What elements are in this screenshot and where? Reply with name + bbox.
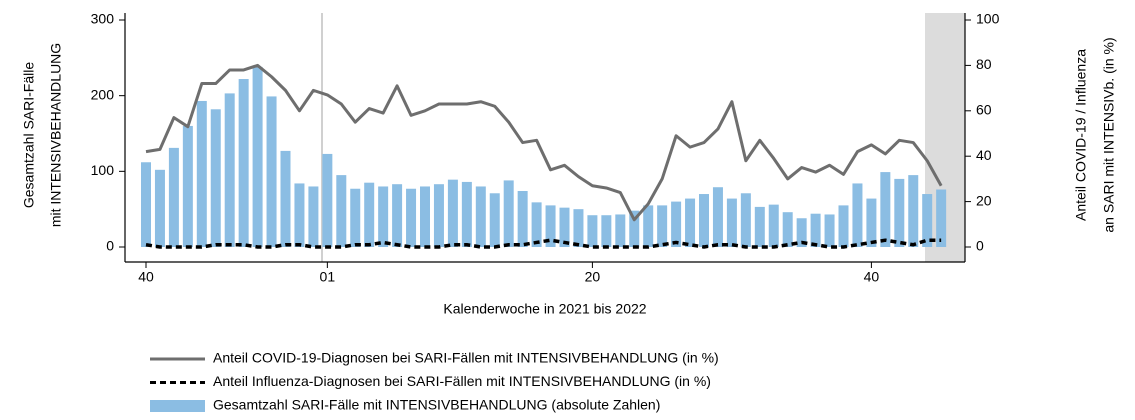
bar: [796, 218, 807, 247]
bar: [810, 213, 821, 247]
x-tick-label: 40: [138, 269, 154, 285]
bar: [880, 172, 891, 247]
bar: [657, 205, 668, 247]
y-tick-label: 100: [91, 162, 115, 178]
bar: [615, 214, 626, 247]
bar: [280, 150, 291, 247]
legend-swatch: [150, 400, 205, 412]
y2-tick-label: 20: [976, 192, 992, 208]
legend-label: Anteil COVID-19-Diagnosen bei SARI-Fälle…: [213, 350, 719, 366]
bar: [545, 205, 556, 247]
bar: [182, 125, 193, 247]
bar: [336, 175, 347, 247]
y-tick-label: 0: [106, 238, 114, 254]
bar: [866, 198, 877, 247]
bar: [712, 187, 723, 247]
x-tick-label: 01: [320, 269, 336, 285]
bar: [266, 96, 277, 247]
bar: [782, 212, 793, 247]
line-series: [145, 63, 943, 222]
bar: [531, 202, 542, 247]
bar: [224, 93, 235, 247]
bar: [168, 147, 179, 247]
y2-tick-label: 60: [976, 102, 992, 118]
y-axis-label: mit INTENSIVBEHANDLUNG: [48, 43, 64, 227]
y2-tick-label: 40: [976, 147, 992, 163]
bar: [838, 205, 849, 247]
y2-tick-label: 100: [976, 11, 1000, 27]
bar: [908, 175, 919, 247]
y-axis-label: Gesamtzahl SARI-Fälle: [21, 62, 37, 208]
bar: [573, 209, 584, 247]
y2-axis-label: an SARI mit INTENSIVb. (in %): [1101, 37, 1117, 232]
bar: [196, 100, 207, 247]
bar: [894, 178, 905, 247]
bar: [364, 182, 375, 247]
bar: [489, 193, 500, 247]
bar: [308, 186, 319, 247]
bar: [517, 191, 528, 247]
bar: [433, 184, 444, 247]
bar: [503, 180, 514, 247]
bar: [587, 215, 598, 247]
bar: [852, 183, 863, 247]
bar: [420, 186, 430, 247]
bar: [378, 186, 389, 247]
bar: [252, 66, 263, 247]
bar: [685, 198, 696, 247]
y-tick-label: 200: [91, 86, 115, 102]
bar: [447, 179, 458, 247]
bar: [322, 153, 333, 247]
bar: [294, 183, 305, 247]
legend-label: Gesamtzahl SARI-Fälle mit INTENSIVBEHAND…: [213, 397, 660, 413]
x-axis-label: Kalenderwoche in 2021 bis 2022: [443, 301, 646, 317]
bar: [461, 181, 472, 247]
bar: [154, 169, 165, 247]
bar: [350, 188, 361, 247]
bar: [559, 207, 570, 247]
y-tick-label: 300: [91, 11, 115, 27]
bar: [601, 215, 612, 247]
bar: [671, 201, 682, 247]
bar: [238, 79, 249, 248]
bar: [740, 193, 751, 247]
x-tick-label: 40: [864, 269, 880, 285]
bar: [475, 186, 486, 247]
y2-tick-label: 80: [976, 56, 992, 72]
legend-label: Anteil Influenza-Diagnosen bei SARI-Fäll…: [213, 373, 711, 389]
line-series: [145, 238, 942, 249]
bar: [392, 184, 403, 247]
bar: [824, 214, 835, 247]
bar: [141, 162, 151, 247]
bar: [629, 210, 640, 247]
bar: [768, 204, 779, 247]
bar: [699, 194, 709, 247]
bar: [754, 206, 765, 247]
bar: [936, 189, 947, 247]
y2-axis-label: Anteil COVID-19 / Influenza: [1073, 49, 1089, 221]
y2-tick-label: 0: [976, 238, 984, 254]
x-tick-label: 20: [585, 269, 601, 285]
bar: [726, 198, 737, 247]
bar: [406, 188, 417, 247]
bar: [643, 205, 654, 247]
bar: [210, 109, 221, 247]
plot: [141, 63, 947, 249]
bar: [922, 194, 933, 247]
